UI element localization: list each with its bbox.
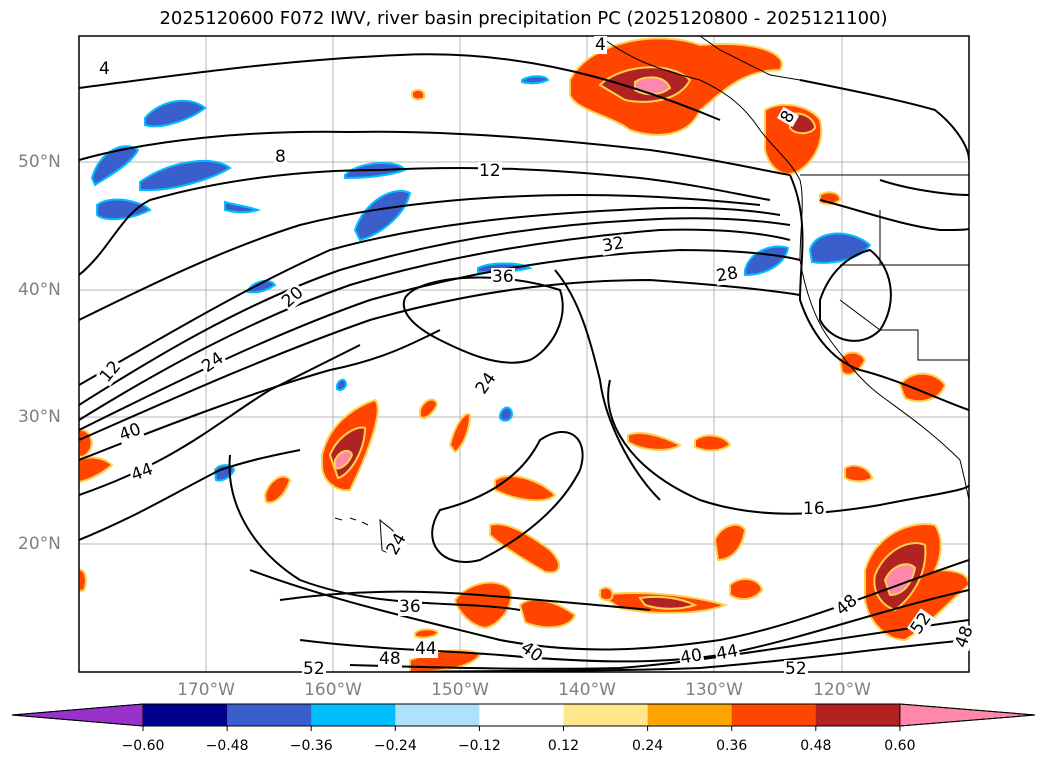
contour-label: 44	[714, 641, 741, 665]
colorbar-tick-label: −0.48	[205, 738, 249, 754]
negative-precip-patches	[90, 75, 872, 482]
colorbar-segment	[647, 704, 733, 726]
colorbar-segment	[815, 704, 901, 726]
contour-label: 40	[678, 645, 705, 669]
colorbar-segment	[479, 704, 564, 726]
contour-label: 4	[594, 35, 607, 55]
colorbar-tick-label: 0.12	[547, 738, 580, 754]
colorbar-extend-right	[899, 703, 1036, 727]
colorbar-tick-label: 0.24	[632, 738, 664, 754]
lon-label-160w: 160°W	[304, 680, 362, 700]
contour-label: 52	[302, 659, 326, 679]
colorbar	[11, 703, 1036, 731]
contour-label: 52	[784, 659, 808, 679]
colorbar-tick-label: 0.48	[800, 738, 832, 754]
colorbar-segment	[395, 704, 480, 726]
colorbar-tick-label: 0.36	[716, 738, 748, 754]
lat-label-40n: 40°N	[18, 280, 61, 300]
contour-label: 4	[98, 59, 111, 79]
colorbar-tick-label: −0.12	[457, 738, 501, 754]
contour-label: 36	[491, 267, 515, 287]
contour-label: 16	[802, 499, 826, 519]
contour-label: 8	[274, 147, 287, 167]
colorbar-extend-left	[11, 703, 144, 727]
lon-label-120w: 120°W	[813, 680, 871, 700]
contour-label: 36	[398, 597, 422, 617]
colorbar-segment	[143, 704, 228, 726]
lon-label-150w: 150°W	[431, 680, 489, 700]
colorbar-segment	[731, 704, 817, 726]
colorbar-segment	[563, 704, 649, 726]
contour-label: 48	[378, 649, 402, 669]
lat-label-20n: 20°N	[18, 534, 61, 554]
contour-label: 44	[414, 639, 438, 659]
map-title: 2025120600 F072 IWV, river basin precipi…	[159, 8, 888, 29]
political-boundaries	[800, 174, 969, 361]
colorbar-tick-label: −0.36	[289, 738, 333, 754]
lon-label-170w: 170°W	[177, 680, 235, 700]
colorbar-segment	[227, 704, 312, 726]
contour-label: 12	[478, 161, 502, 181]
lon-label-130w: 130°W	[685, 680, 743, 700]
colorbar-tick-label: 0.60	[884, 738, 916, 754]
lon-label-140w: 140°W	[558, 680, 616, 700]
contour-label: 28	[714, 263, 741, 287]
lat-label-30n: 30°N	[18, 407, 61, 427]
contour-label: 32	[600, 233, 627, 257]
map-frame	[78, 35, 970, 673]
colorbar-tick-label: −0.24	[373, 738, 417, 754]
lat-label-50n: 50°N	[18, 152, 61, 172]
colorbar-tick-label: −0.60	[121, 738, 165, 754]
colorbar-segment	[311, 704, 396, 726]
